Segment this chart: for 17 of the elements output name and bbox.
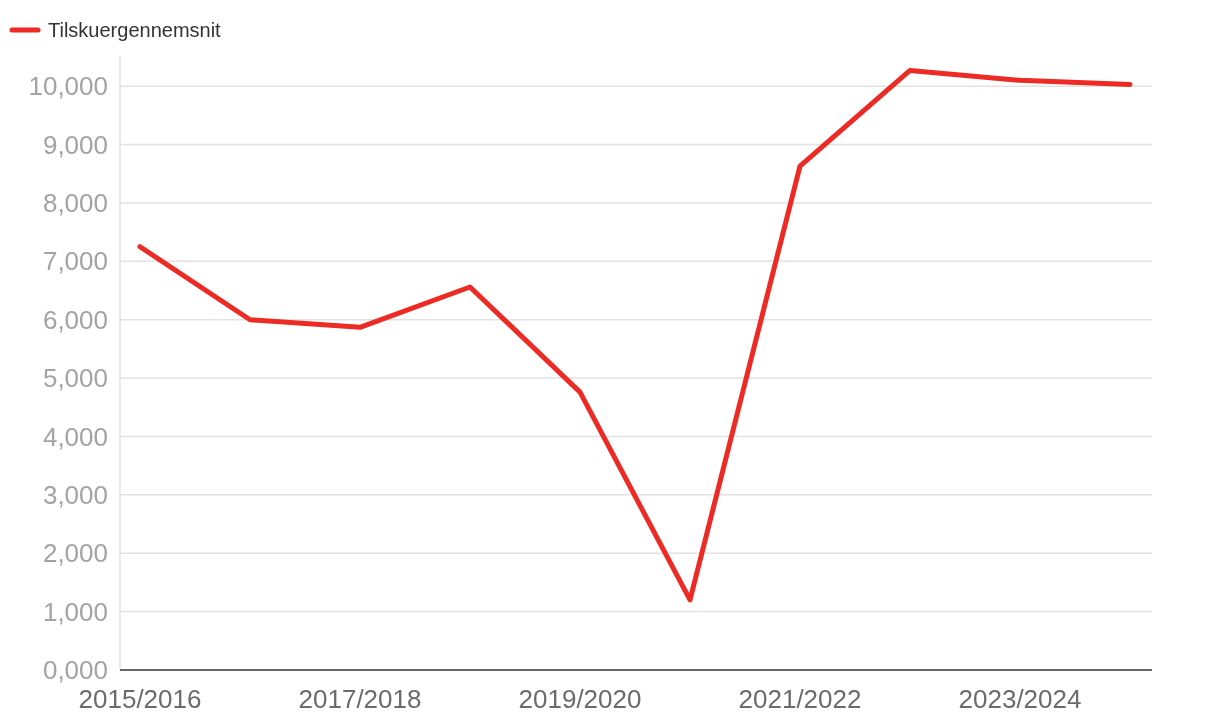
y-tick-label: 6,000 <box>42 304 108 335</box>
x-tick-label: 2023/2024 <box>958 684 1082 714</box>
y-tick-label: 10,000 <box>28 71 108 102</box>
x-tick-label: 2017/2018 <box>298 684 422 714</box>
y-tick-label: 4,000 <box>42 421 108 452</box>
legend-label: Tilskuergennemsnit <box>48 19 222 41</box>
y-tick-label: 2,000 <box>42 538 108 569</box>
y-tick-label: 1,000 <box>42 596 108 627</box>
y-tick-label: 0,000 <box>42 655 108 686</box>
y-tick-label: 9,000 <box>42 129 108 160</box>
x-tick-label: 2021/2022 <box>738 684 862 714</box>
y-tick-label: 7,000 <box>42 246 108 277</box>
y-tick-label: 3,000 <box>42 479 108 510</box>
x-tick-label: 2019/2020 <box>518 684 642 714</box>
y-tick-label: 5,000 <box>42 363 108 394</box>
y-tick-label: 8,000 <box>42 188 108 219</box>
x-tick-label: 2015/2016 <box>78 684 202 714</box>
